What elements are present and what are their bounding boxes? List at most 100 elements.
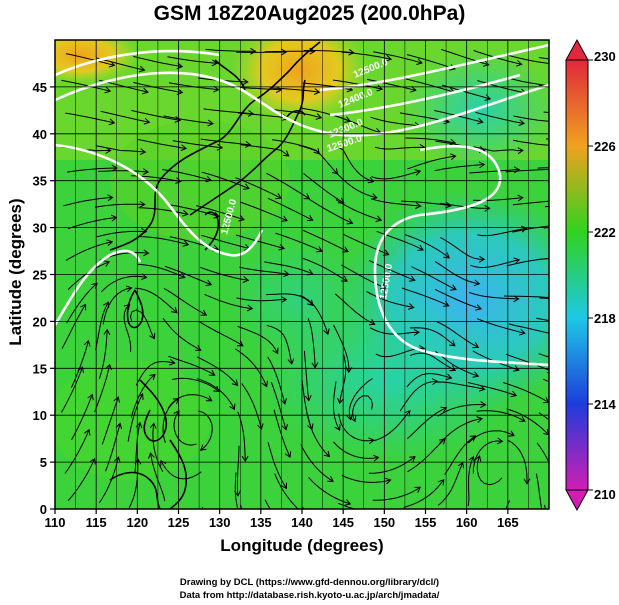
streamline-arrow: [475, 304, 482, 311]
streamline: [437, 404, 486, 417]
streamline: [477, 80, 526, 94]
streamline: [535, 473, 543, 509]
streamline-arrow: [512, 365, 520, 372]
colorbar-label: 214: [594, 397, 616, 412]
streamline: [94, 364, 111, 413]
streamline-arrow: [281, 48, 288, 56]
streamline: [65, 53, 115, 66]
streamline: [130, 374, 156, 418]
streamline: [138, 207, 188, 215]
streamline: [435, 381, 485, 390]
streamline: [505, 500, 510, 509]
streamline: [67, 458, 96, 502]
streamline-arrow: [313, 147, 320, 155]
streamline: [467, 456, 474, 506]
streamline: [128, 459, 139, 509]
streamline-arrow: [410, 85, 417, 93]
streamline-arrow: [551, 61, 556, 67]
streamline-arrow: [103, 260, 111, 267]
y-tick-label: 40: [33, 127, 47, 142]
streamline: [473, 146, 523, 152]
streamline-arrow: [372, 454, 380, 462]
streamline-arrow: [439, 438, 446, 445]
streamline: [201, 171, 250, 189]
streamline: [477, 227, 527, 237]
streamline: [264, 50, 315, 53]
streamline: [537, 167, 549, 169]
streamline: [371, 170, 421, 180]
streamline-arrow: [342, 246, 349, 253]
streamline: [100, 275, 147, 293]
streamline-arrow: [474, 455, 482, 462]
streamline: [98, 329, 108, 380]
y-tick-label: 0: [40, 502, 47, 517]
streamline: [348, 378, 373, 420]
streamline-arrow: [123, 303, 131, 311]
streamline: [507, 439, 528, 484]
y-tick-label: 10: [33, 408, 47, 423]
streamline: [333, 114, 381, 133]
streamline-arrow: [517, 194, 524, 202]
streamline-arrow: [416, 58, 423, 65]
streamline-arrow: [180, 144, 188, 152]
streamline-arrow: [338, 197, 345, 204]
streamline: [94, 203, 145, 208]
streamline-arrow: [558, 143, 563, 149]
streamline-arrow: [139, 148, 147, 156]
x-tick-label: 160: [456, 515, 478, 530]
streamline-arrow: [208, 369, 216, 376]
streamline-arrow: [379, 283, 387, 290]
streamline-arrow: [440, 406, 448, 413]
x-tick-label: 135: [250, 515, 272, 530]
streamline: [264, 261, 313, 275]
streamline-arrow: [103, 301, 110, 309]
streamline-arrow: [280, 398, 287, 405]
y-tick-label: 25: [33, 268, 47, 283]
y-tick-label: 15: [33, 361, 47, 376]
streamline-arrow: [334, 424, 341, 431]
streamline: [434, 261, 480, 285]
x-tick-label: 110: [45, 515, 66, 530]
credit-line-2: Data from http://database.rish.kyoto-u.a…: [179, 590, 440, 601]
streamline: [505, 168, 549, 173]
streamline: [333, 324, 350, 373]
x-tick-label: 120: [126, 515, 148, 530]
streamline-arrow: [272, 347, 279, 355]
streamline-arrow: [513, 166, 521, 174]
streamline-arrow: [414, 486, 422, 493]
streamline: [539, 297, 549, 300]
streamline-arrow: [149, 422, 157, 429]
streamline-arrow: [261, 380, 268, 388]
streamline-arrow: [551, 255, 556, 261]
streamline-arrow: [518, 119, 526, 127]
streamline-arrow: [442, 300, 450, 307]
streamline-arrow: [323, 450, 331, 458]
colorbar-top-arrow: [565, 38, 589, 61]
streamline: [536, 317, 549, 322]
streamline: [538, 57, 549, 60]
streamline-arrow: [139, 200, 146, 208]
streamline-arrow: [250, 47, 257, 55]
streamline: [373, 51, 423, 64]
streamline: [272, 139, 320, 155]
streamline-arrow: [558, 198, 563, 204]
streamline-arrow: [77, 366, 84, 373]
streamline-arrow: [346, 218, 354, 225]
streamline-arrow: [431, 378, 439, 386]
streamline: [271, 109, 322, 119]
streamline-arrow: [275, 193, 282, 200]
streamline-arrow: [515, 59, 523, 67]
streamline: [536, 442, 549, 464]
streamline: [434, 164, 485, 172]
streamline-arrow: [104, 86, 112, 94]
streamline-arrow: [282, 150, 290, 157]
streamline-arrow: [87, 393, 94, 401]
streamline-arrow: [242, 276, 250, 283]
streamline: [469, 169, 520, 174]
streamline-arrow: [137, 393, 144, 400]
streamline: [237, 411, 246, 462]
streamline: [172, 377, 220, 392]
streamline-arrow: [211, 59, 218, 67]
streamline: [269, 87, 320, 93]
